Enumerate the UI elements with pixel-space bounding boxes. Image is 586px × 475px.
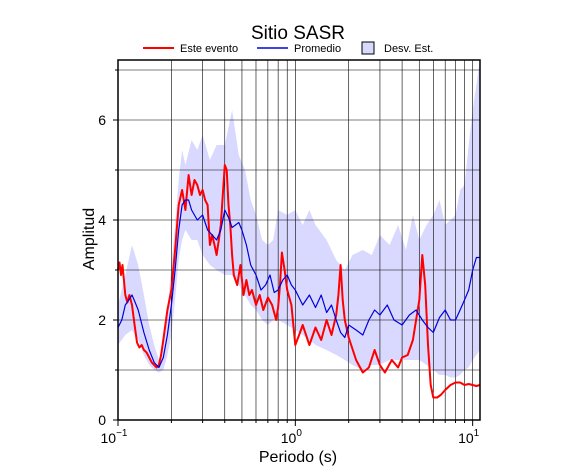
plot-frame	[117, 59, 481, 421]
y-axis-label: Amplitud	[81, 208, 98, 270]
y-tick-label: 2	[98, 312, 106, 328]
legend-swatch-desv-est	[361, 41, 375, 55]
legend-label-promedio: Promedio	[294, 43, 341, 55]
legend-label-este-evento: Este evento	[180, 43, 238, 55]
x-tick-label: 100	[281, 428, 303, 446]
x-tick-label: 101	[458, 428, 480, 446]
y-tick-label: 0	[98, 412, 106, 428]
x-tick-label: 10−1	[101, 428, 128, 446]
series-line-este-evento	[117, 164, 481, 399]
legend-label-desv-est: Desv. Est.	[384, 43, 433, 55]
chart-title: Sitio SASR	[251, 23, 345, 44]
legend: Este evento Promedio Desv. Est.	[143, 41, 433, 55]
std-dev-band	[118, 60, 480, 378]
y-tick-label: 6	[98, 112, 106, 128]
series-line-promedio	[117, 199, 480, 369]
plot-area: 0 2 4 6 10−1 100 101	[98, 59, 481, 446]
x-axis-label: Periodo (s)	[259, 449, 337, 466]
y-tick-label: 4	[98, 212, 106, 228]
